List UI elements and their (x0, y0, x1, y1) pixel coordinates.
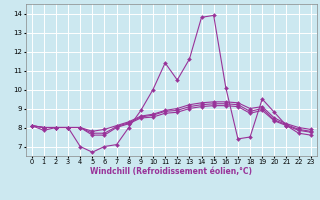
X-axis label: Windchill (Refroidissement éolien,°C): Windchill (Refroidissement éolien,°C) (90, 167, 252, 176)
